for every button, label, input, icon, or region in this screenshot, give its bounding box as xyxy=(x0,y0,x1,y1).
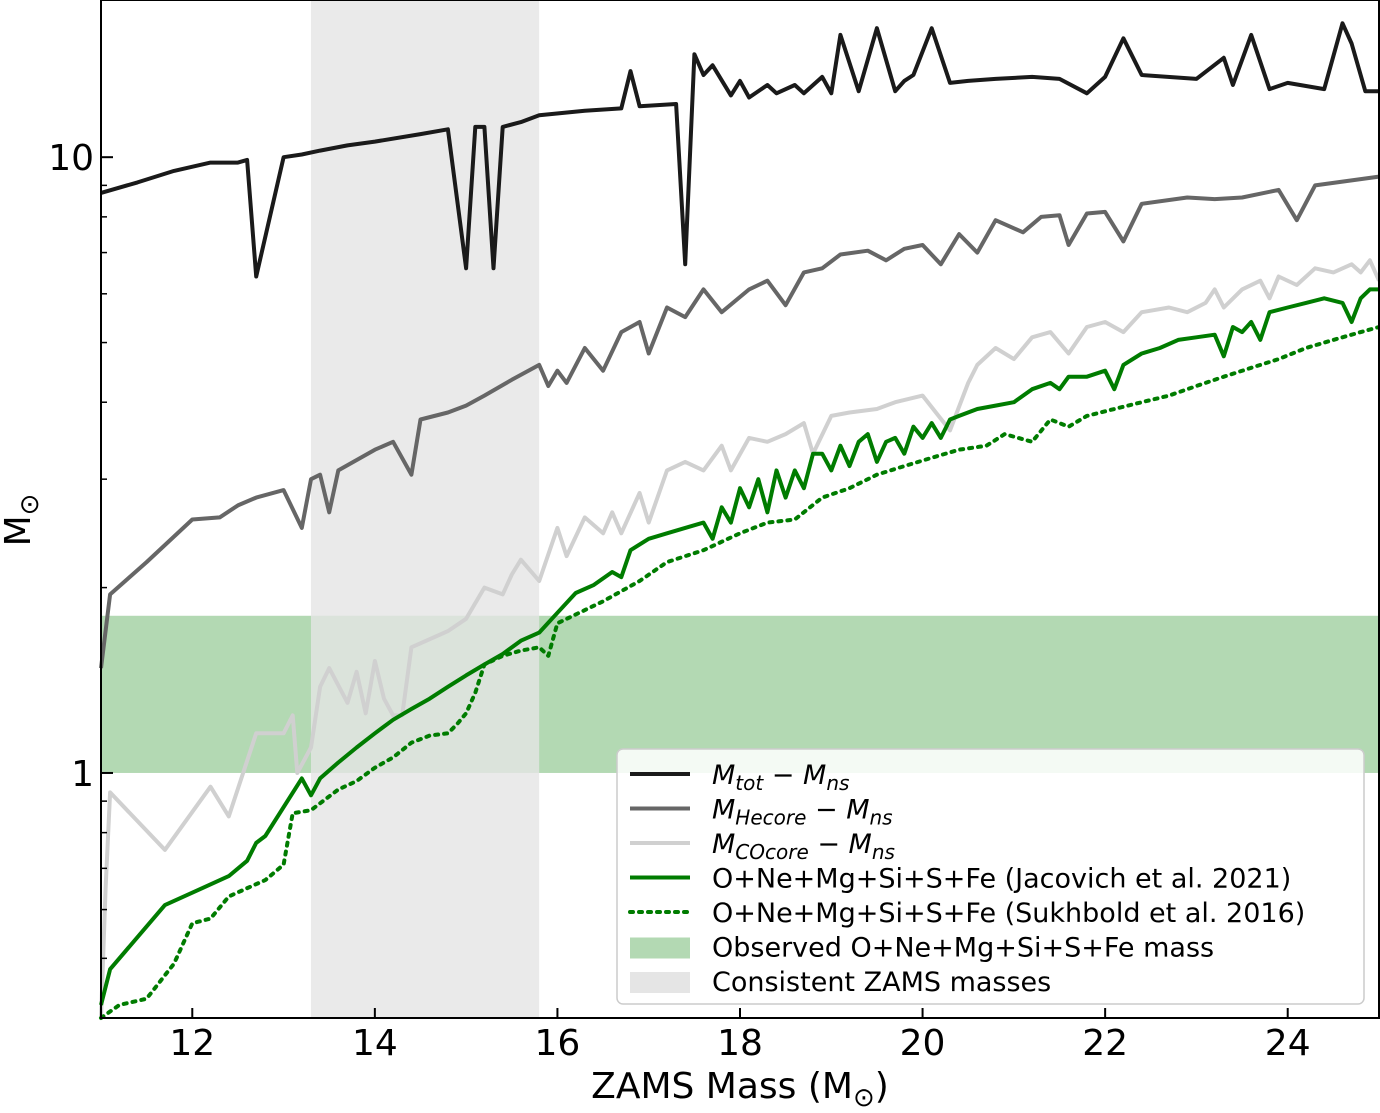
y-axis-title: M⊙ xyxy=(0,494,45,547)
series-mhecore-line xyxy=(99,174,1380,669)
series-jacovich-line xyxy=(99,287,1379,1006)
series-mcocore-line xyxy=(99,258,1380,1019)
legend-patch xyxy=(630,972,690,993)
legend-label: MCOcore − Mns xyxy=(712,829,895,864)
x-tick-label: 16 xyxy=(535,1023,581,1064)
series-lines xyxy=(99,21,1380,1020)
axis-ticks: 12 14 16 18 20 22 24 1 10 xyxy=(48,138,1310,1064)
x-tick-label: 20 xyxy=(900,1023,946,1064)
legend-box xyxy=(616,748,1365,1005)
series-sukhbold-line xyxy=(99,325,1380,1020)
y-tick-label: 1 xyxy=(71,754,94,795)
legend-label: MHecore − Mns xyxy=(712,795,893,830)
x-tick-label: 18 xyxy=(717,1023,763,1064)
x-tick-label: 14 xyxy=(352,1023,398,1064)
legend-label: Consistent ZAMS masses xyxy=(712,967,1051,998)
series-mtot-line xyxy=(100,21,1379,279)
legend-label: O+Ne+Mg+Si+S+Fe (Sukhbold et al. 2016) xyxy=(712,898,1305,929)
y-tick-label: 10 xyxy=(48,138,94,179)
x-tick-label: 22 xyxy=(1082,1023,1128,1064)
legend-label: Observed O+Ne+Mg+Si+S+Fe mass xyxy=(712,933,1214,964)
shaded-region-zams-masses xyxy=(310,0,540,1018)
x-axis-title: ZAMS Mass (M⊙) xyxy=(591,1066,889,1113)
legend-label: Mtot − Mns xyxy=(712,760,849,795)
legend-label: O+Ne+Mg+Si+S+Fe (Jacovich et al. 2021) xyxy=(712,864,1291,895)
x-tick-label: 24 xyxy=(1265,1023,1311,1064)
x-tick-label: 12 xyxy=(169,1023,215,1064)
legend-patch xyxy=(630,937,690,959)
